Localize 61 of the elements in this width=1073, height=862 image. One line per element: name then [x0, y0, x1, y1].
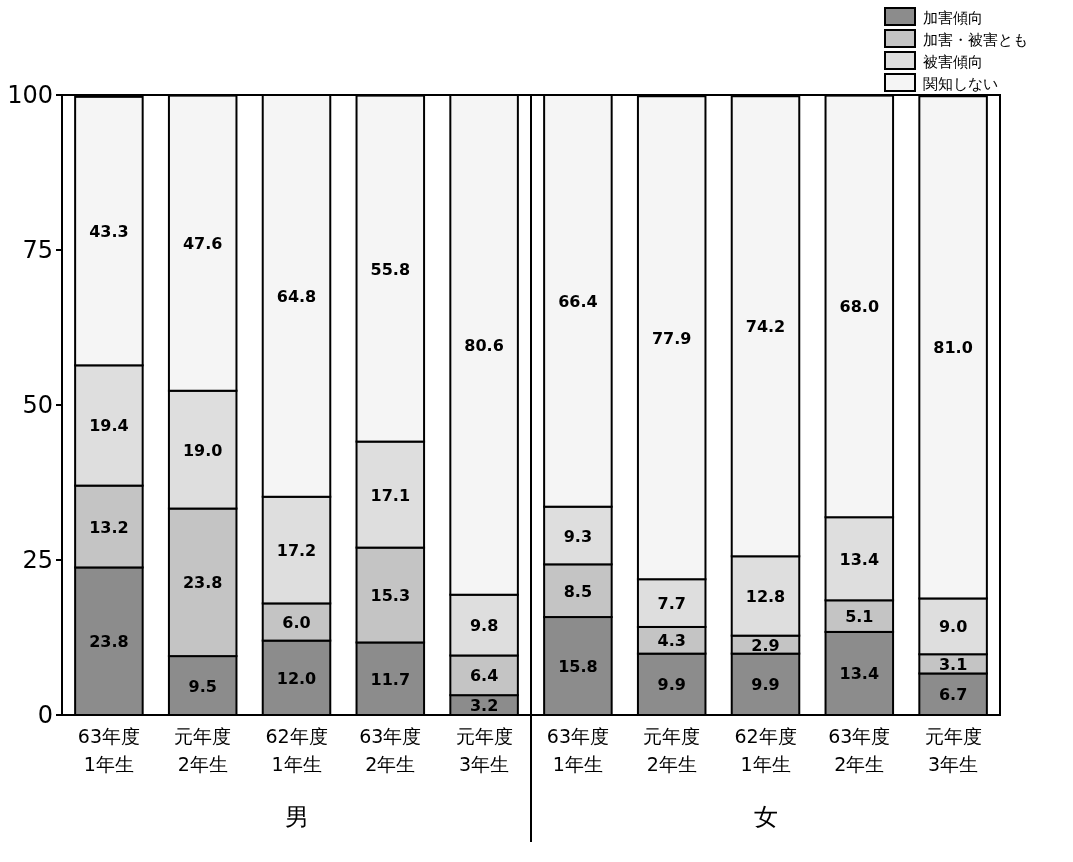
data-label: 7.7	[657, 594, 686, 614]
x-tick-label: 元年度 3年生	[924, 725, 982, 775]
data-label: 9.9	[751, 675, 780, 695]
data-label: 64.8	[276, 286, 317, 306]
data-label: 9.0	[938, 617, 968, 637]
y-tick-label: 50	[22, 391, 53, 419]
legend-label: 加害傾向	[923, 9, 983, 27]
data-label: 9.8	[469, 616, 499, 636]
data-label: 13.4	[839, 549, 880, 569]
legend-label: 関知しない	[923, 75, 998, 93]
x-tick-label: 63年度 1年生	[546, 725, 609, 775]
data-label: 6.7	[938, 685, 968, 705]
data-label: 13.4	[839, 664, 880, 684]
y-tick-label: 100	[7, 81, 53, 109]
data-label: 19.0	[182, 440, 223, 460]
data-label: 9.5	[188, 676, 217, 696]
y-tick-label: 0	[37, 701, 53, 729]
data-label: 23.8	[182, 573, 223, 593]
x-tick-label: 元年度 2年生	[174, 725, 232, 775]
data-label: 23.8	[89, 632, 129, 652]
data-label: 3.2	[469, 696, 499, 716]
data-label: 12.8	[745, 586, 786, 606]
data-label: 8.5	[563, 581, 593, 601]
data-label: 11.7	[370, 669, 411, 689]
data-label: 81.0	[933, 338, 973, 358]
data-label: 15.3	[370, 586, 411, 606]
data-label: 15.8	[558, 657, 598, 677]
data-label: 80.6	[464, 335, 504, 355]
data-label: 74.2	[745, 317, 786, 337]
data-label: 17.2	[276, 541, 317, 561]
data-label: 6.0	[282, 613, 311, 632]
x-tick-label: 63年度 1年生	[77, 725, 140, 775]
y-tick-label: 25	[22, 546, 53, 574]
data-label: 43.3	[89, 222, 129, 242]
y-tick-label: 75	[22, 236, 53, 264]
data-label: 9.3	[563, 526, 593, 546]
data-label: 4.3	[657, 631, 686, 651]
legend-label: 加害・被害とも	[923, 31, 1028, 49]
data-label: 5.1	[845, 607, 874, 627]
data-label: 9.9	[657, 675, 686, 695]
data-label: 68.0	[839, 297, 880, 317]
data-label: 47.6	[182, 234, 223, 254]
data-label: 19.4	[89, 416, 129, 436]
data-label: 55.8	[370, 259, 411, 279]
legend-label: 被害傾向	[923, 53, 983, 71]
x-tick-label: 62年度 1年生	[265, 725, 328, 775]
data-label: 6.4	[469, 666, 499, 686]
x-tick-label: 63年度 2年生	[359, 725, 422, 775]
text: 女	[753, 803, 778, 831]
data-label: 12.0	[276, 668, 317, 688]
text: 男	[284, 803, 309, 831]
data-label: 66.4	[558, 291, 598, 311]
x-tick-label: 63年度 2年生	[828, 725, 891, 775]
data-label: 3.1	[938, 654, 968, 674]
x-tick-label: 62年度 1年生	[734, 725, 797, 775]
data-label: 13.2	[89, 517, 129, 537]
data-label: 2.9	[751, 635, 780, 655]
x-tick-label: 元年度 2年生	[643, 725, 701, 775]
data-label: 77.9	[651, 328, 692, 348]
data-label: 17.1	[370, 485, 411, 505]
x-tick-label: 元年度 3年生	[455, 725, 513, 775]
